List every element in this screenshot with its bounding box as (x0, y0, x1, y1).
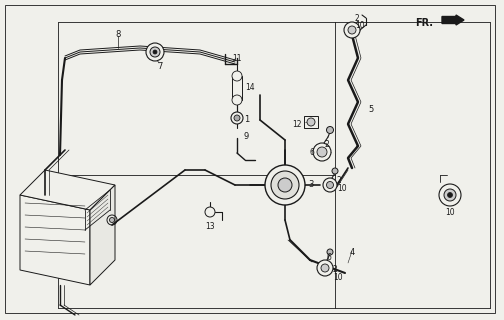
Text: 2: 2 (325, 140, 330, 149)
Circle shape (278, 178, 292, 192)
Circle shape (313, 143, 331, 161)
Circle shape (146, 43, 164, 61)
Circle shape (344, 22, 360, 38)
Text: 10: 10 (445, 208, 455, 217)
Circle shape (444, 189, 456, 201)
Circle shape (439, 184, 461, 206)
Text: 6: 6 (327, 253, 332, 262)
Circle shape (231, 112, 243, 124)
Circle shape (232, 71, 242, 81)
Circle shape (327, 181, 334, 188)
Circle shape (271, 171, 299, 199)
Circle shape (234, 115, 240, 121)
Bar (232, 76, 242, 100)
Text: 3: 3 (308, 180, 313, 189)
Polygon shape (20, 170, 115, 210)
Text: 7: 7 (157, 62, 162, 71)
Text: FR.: FR. (415, 18, 433, 28)
Circle shape (348, 26, 356, 34)
Circle shape (232, 95, 242, 105)
Text: 13: 13 (205, 222, 215, 231)
Circle shape (265, 165, 305, 205)
Text: 2: 2 (337, 176, 342, 185)
Circle shape (153, 50, 157, 54)
Text: 10: 10 (333, 273, 343, 282)
Circle shape (323, 178, 337, 192)
Circle shape (205, 207, 215, 217)
Text: 5: 5 (368, 105, 373, 114)
Circle shape (307, 118, 315, 126)
Circle shape (109, 218, 114, 222)
Circle shape (150, 47, 160, 57)
Text: 2: 2 (355, 14, 360, 23)
Text: 10: 10 (355, 21, 364, 30)
Circle shape (327, 126, 334, 133)
Text: 12: 12 (292, 120, 301, 129)
Circle shape (317, 260, 333, 276)
Polygon shape (90, 185, 115, 285)
Circle shape (327, 249, 333, 255)
Text: 9: 9 (244, 132, 249, 141)
Polygon shape (20, 195, 90, 285)
Text: 11: 11 (232, 54, 241, 63)
Text: 1: 1 (244, 115, 249, 124)
Circle shape (448, 193, 453, 197)
Circle shape (332, 168, 338, 174)
Circle shape (321, 264, 329, 272)
Bar (304, 116, 318, 128)
Text: 14: 14 (245, 83, 255, 92)
Text: 4: 4 (350, 248, 355, 257)
Text: 10: 10 (337, 184, 347, 193)
FancyArrow shape (442, 15, 464, 25)
Circle shape (317, 147, 327, 157)
Text: 2: 2 (333, 265, 338, 274)
Text: 8: 8 (115, 30, 120, 39)
Text: 6: 6 (310, 148, 315, 157)
